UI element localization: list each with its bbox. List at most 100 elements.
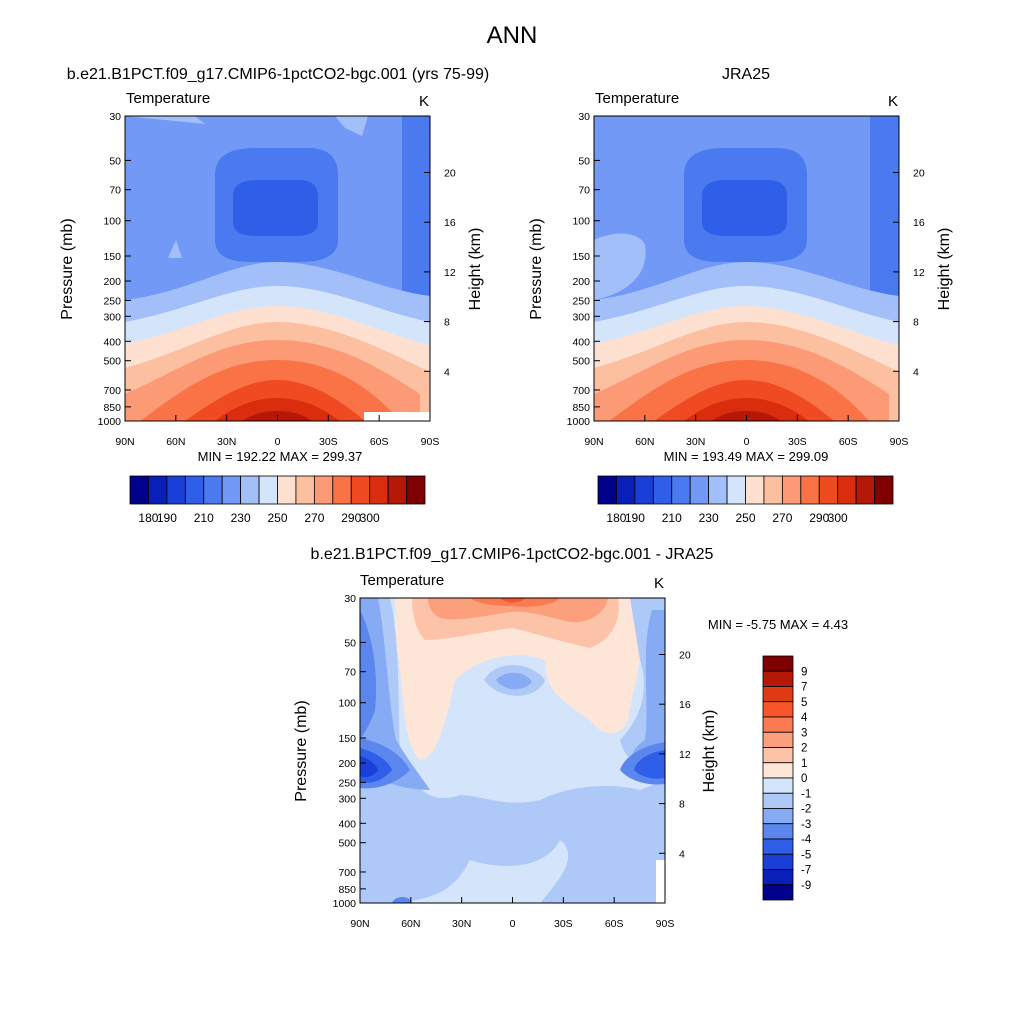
y2-tick-label: 20 <box>679 649 691 661</box>
colorbar-swatch <box>762 869 794 886</box>
x-tick-label: 60N <box>635 436 654 448</box>
panel-title: b.e21.B1PCT.f09_g17.CMIP6-1pctCO2-bgc.00… <box>67 66 489 83</box>
contour-band <box>702 180 787 236</box>
colorbar-tick-label: 7 <box>801 682 807 694</box>
y-tick-label: 400 <box>572 336 590 348</box>
y2-tick-label: 20 <box>444 167 456 179</box>
x-tick-label: 0 <box>510 918 516 930</box>
contour-band <box>496 672 532 690</box>
colorbar-swatch <box>634 475 654 505</box>
panel-title: b.e21.B1PCT.f09_g17.CMIP6-1pctCO2-bgc.00… <box>311 546 714 563</box>
y2-axis-ticks: 4 8 12 16 20 <box>424 167 456 378</box>
y-tick-label: 1000 <box>98 416 122 428</box>
y-tick-label: 50 <box>109 155 121 167</box>
panel-title: JRA25 <box>722 66 770 83</box>
panel-variable-label: Temperature <box>595 90 679 107</box>
colorbar-swatch <box>597 475 617 505</box>
colorbar-swatch <box>369 475 389 505</box>
y-tick-label: 1000 <box>567 416 591 428</box>
colorbar-swatch <box>726 475 746 505</box>
contour-band <box>360 598 665 903</box>
y2-tick-label: 12 <box>444 267 456 279</box>
colorbar: 9 7 5 4 3 2 1 0 -1 -2 -3 -4 -5 -7 -9 <box>762 655 812 901</box>
colorbar-swatch <box>652 475 673 505</box>
colorbar-tick-label: 5 <box>801 697 807 709</box>
colorbar-tick-label: 0 <box>801 773 807 785</box>
y-tick-label: 500 <box>572 356 590 368</box>
y-tick-label: 850 <box>103 402 121 414</box>
contour-band <box>594 233 646 300</box>
y-tick-label: 250 <box>103 295 121 307</box>
contour-band <box>634 750 665 779</box>
y2-tick-label: 12 <box>679 749 691 761</box>
colorbar-swatch <box>350 475 371 505</box>
figure-title: ANN <box>487 22 538 49</box>
x-tick-label: 30S <box>554 918 573 930</box>
x-tick-label: 30N <box>452 918 471 930</box>
colorbar-swatch <box>671 475 691 505</box>
y-tick-label: 30 <box>109 111 121 123</box>
contour-band <box>360 598 430 790</box>
y-tick-label: 200 <box>103 276 121 288</box>
colorbar-tick-label: 2 <box>801 743 807 755</box>
colorbar-swatch <box>240 475 260 505</box>
x-axis-ticks: 90N 60N 30N 0 30S 60S 90S <box>115 415 439 448</box>
colorbar-tick-label: 270 <box>772 511 792 525</box>
colorbar-swatch <box>781 475 802 505</box>
y-tick-label: 30 <box>578 111 590 123</box>
contour-band <box>428 598 608 623</box>
panel-variable-label: Temperature <box>360 572 444 589</box>
colorbar-swatch <box>762 792 794 809</box>
y-tick-label: 70 <box>344 667 356 679</box>
y-tick-label: 250 <box>338 777 356 789</box>
colorbar-swatch <box>295 475 315 505</box>
colorbar-swatch <box>762 716 794 733</box>
colorbar-swatch <box>277 475 297 505</box>
y2-tick-label: 8 <box>679 799 685 811</box>
colorbar-swatch <box>762 701 794 718</box>
colorbar-swatch <box>837 475 857 505</box>
x-tick-label: 30N <box>217 436 236 448</box>
y-tick-label: 700 <box>572 385 590 397</box>
colorbar-tick-label: -3 <box>801 819 811 831</box>
y-tick-label: 250 <box>572 295 590 307</box>
colorbar-tick-label: 210 <box>662 511 682 525</box>
x-tick-label: 30S <box>788 436 807 448</box>
colorbar-swatch <box>800 475 820 505</box>
y-tick-label: 850 <box>572 402 590 414</box>
panel-units-label: K <box>654 575 664 592</box>
colorbar-tick-label: 290 <box>341 511 361 525</box>
y-axis-label: Pressure (mb) <box>59 218 76 319</box>
contour-band <box>215 398 340 421</box>
y-tick-label: 50 <box>344 637 356 649</box>
y-tick-label: 50 <box>578 155 590 167</box>
x-tick-label: 30S <box>319 436 338 448</box>
panel-units-label: K <box>419 93 429 110</box>
colorbar-tick-label: -4 <box>801 834 812 846</box>
colorbar-tick-label: 230 <box>699 511 719 525</box>
y2-tick-label: 8 <box>444 317 450 329</box>
x-tick-label: 0 <box>744 436 750 448</box>
stats-text: MIN = 192.22 MAX = 299.37 <box>198 449 363 464</box>
colorbar-swatch <box>184 475 205 505</box>
x-tick-label: 90S <box>890 436 909 448</box>
y2-axis-ticks: 4 8 12 16 20 <box>659 649 691 860</box>
y-tick-label: 500 <box>103 356 121 368</box>
colorbar-swatch <box>855 475 875 505</box>
colorbar-swatch <box>332 475 352 505</box>
colorbar-swatch <box>616 475 636 505</box>
y-tick-label: 100 <box>572 216 590 228</box>
colorbar-tick-label: -7 <box>801 865 811 877</box>
contour-field <box>594 116 899 421</box>
contour-band <box>392 897 412 903</box>
colorbar-tick-label: 9 <box>801 666 807 678</box>
contour-field <box>125 116 430 421</box>
x-tick-label: 30N <box>686 436 705 448</box>
y-tick-label: 850 <box>338 884 356 896</box>
y-tick-label: 100 <box>338 698 356 710</box>
x-axis-ticks: 90N 60N 30N 0 30S 60S 90S <box>584 415 908 448</box>
x-tick-label: 90N <box>350 918 369 930</box>
y2-axis-ticks: 4 8 12 16 20 <box>893 167 925 378</box>
colorbar-swatch <box>313 475 334 505</box>
